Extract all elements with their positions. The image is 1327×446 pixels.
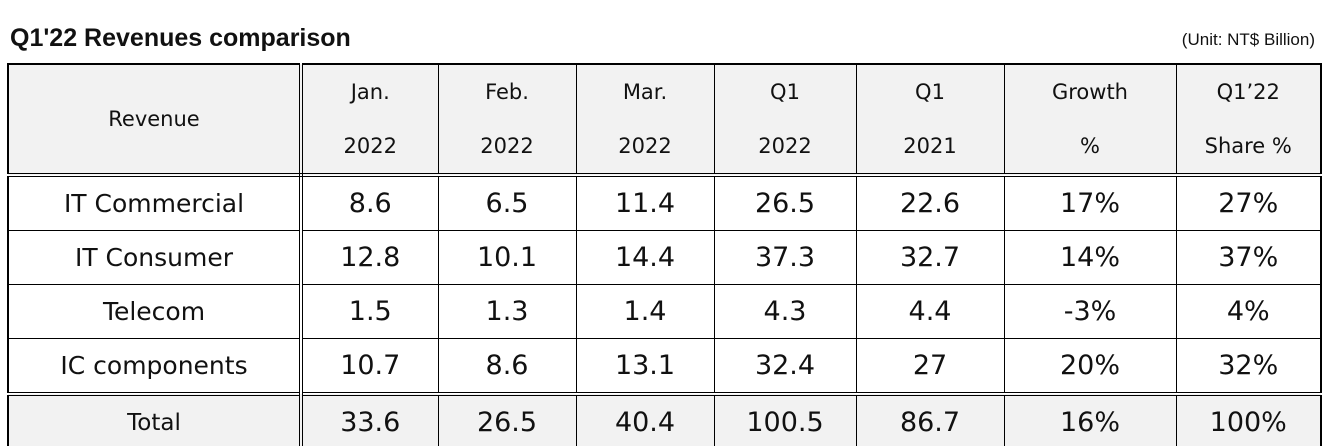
total-cell: 86.7 — [855, 392, 1005, 446]
data-row: IC components 10.7 8.6 13.1 32.4 27 20% 32% — [7, 338, 1322, 395]
header-text: 2022 — [480, 134, 534, 158]
data-cell: 32.4 — [713, 338, 857, 395]
header-cell: Q1 2022 — [713, 63, 857, 177]
data-cell: -3% — [1003, 284, 1177, 339]
data-cell: 10.7 — [300, 338, 439, 395]
total-cell: 100.5 — [713, 392, 857, 446]
data-cell: 27% — [1175, 174, 1322, 231]
header-text: Revenue — [108, 107, 200, 131]
header-text: 2022 — [618, 134, 672, 158]
data-cell: 8.6 — [437, 338, 577, 395]
header-text: 2022 — [758, 134, 812, 158]
header-cell: Growth% — [1003, 63, 1177, 177]
data-cell: 22.6 — [855, 174, 1005, 231]
data-cell: 1.4 — [575, 284, 715, 339]
total-cell: 16% — [1003, 392, 1177, 446]
header-cell: Jan. 2022 — [300, 63, 439, 177]
header-text: Mar. — [622, 80, 668, 104]
title: Q1'22 Revenues comparison — [10, 24, 351, 52]
data-cell: 26.5 — [713, 174, 857, 231]
data-cell: 10.1 — [437, 230, 577, 285]
row-label: Telecom — [7, 284, 303, 339]
unit-note: (Unit: NT$ Billion) — [1181, 30, 1315, 49]
data-cell: 20% — [1003, 338, 1177, 395]
data-cell: 14% — [1003, 230, 1177, 285]
revenue-table: Revenue Jan. 2022 Feb. 2022 Mar. 2022 Q1 2022 Q1 2… — [7, 63, 1322, 446]
header-cell: Revenue — [7, 63, 303, 177]
row-label: IT Commercial — [7, 174, 303, 231]
header-text: Feb. — [485, 80, 529, 104]
data-cell: 1.5 — [300, 284, 439, 339]
total-cell: 33.6 — [300, 392, 439, 446]
header-cell: Q1’22 Share % — [1175, 63, 1322, 177]
header-text: Growth — [1051, 80, 1128, 104]
row-label: IC components — [7, 338, 303, 395]
header-cell: Mar. 2022 — [575, 63, 715, 177]
data-row: Telecom 1.5 1.3 1.4 4.3 4.4 -3% 4% — [7, 284, 1322, 339]
data-cell: 14.4 — [575, 230, 715, 285]
header-text: 2022 — [343, 134, 397, 158]
data-cell: 6.5 — [437, 174, 577, 231]
header-text: % — [1080, 134, 1100, 158]
total-cell: 100% — [1175, 392, 1322, 446]
data-cell: 8.6 — [300, 174, 439, 231]
data-cell: 27 — [855, 338, 1005, 395]
data-row: IT Commercial 8.6 6.5 11.4 26.5 22.6 17% 27% — [7, 174, 1322, 231]
data-cell: 32% — [1175, 338, 1322, 395]
header-text: Q1 — [770, 80, 800, 104]
data-cell: 4% — [1175, 284, 1322, 339]
header-row: Revenue Jan. 2022 Feb. 2022 Mar. 2022 Q1 2022 Q1 2… — [7, 63, 1322, 177]
data-row: IT Consumer 12.8 10.1 14.4 37.3 32.7 14% 37% — [7, 230, 1322, 285]
data-cell: 37.3 — [713, 230, 857, 285]
header-text: Q1 — [915, 80, 945, 104]
header-cell: Feb. 2022 — [437, 63, 577, 177]
header-text: Jan. — [350, 80, 390, 104]
header-cell: Q1 2021 — [855, 63, 1005, 177]
data-cell: 32.7 — [855, 230, 1005, 285]
data-cell: 1.3 — [437, 284, 577, 339]
total-cell: 40.4 — [575, 392, 715, 446]
data-cell: 37% — [1175, 230, 1322, 285]
data-cell: 4.3 — [713, 284, 857, 339]
total-cell: 26.5 — [437, 392, 577, 446]
header-text: Q1’22 — [1216, 80, 1280, 104]
data-cell: 12.8 — [300, 230, 439, 285]
row-label: IT Consumer — [7, 230, 303, 285]
row-label: Total — [7, 392, 303, 446]
data-cell: 17% — [1003, 174, 1177, 231]
total-row: Total 33.6 26.5 40.4 100.5 86.7 16% 100% — [7, 392, 1322, 446]
data-cell: 4.4 — [855, 284, 1005, 339]
data-cell: 13.1 — [575, 338, 715, 395]
header-text: 2021 — [903, 134, 957, 158]
data-cell: 11.4 — [575, 174, 715, 231]
header-text: Share % — [1204, 134, 1292, 158]
